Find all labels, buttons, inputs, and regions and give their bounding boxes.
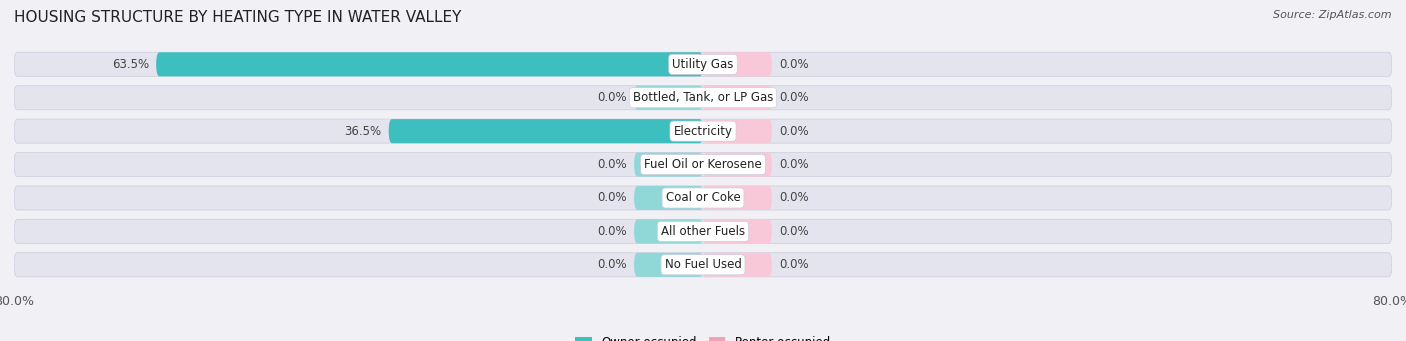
FancyBboxPatch shape xyxy=(703,152,772,177)
FancyBboxPatch shape xyxy=(703,52,772,76)
FancyBboxPatch shape xyxy=(14,186,1392,210)
FancyBboxPatch shape xyxy=(388,119,703,143)
FancyBboxPatch shape xyxy=(703,186,772,210)
FancyBboxPatch shape xyxy=(634,152,703,177)
Text: Bottled, Tank, or LP Gas: Bottled, Tank, or LP Gas xyxy=(633,91,773,104)
Text: 0.0%: 0.0% xyxy=(779,158,808,171)
Text: 63.5%: 63.5% xyxy=(112,58,149,71)
FancyBboxPatch shape xyxy=(14,119,1392,143)
Text: 0.0%: 0.0% xyxy=(598,91,627,104)
Text: Utility Gas: Utility Gas xyxy=(672,58,734,71)
Text: 0.0%: 0.0% xyxy=(779,258,808,271)
Text: 0.0%: 0.0% xyxy=(598,191,627,205)
Text: Electricity: Electricity xyxy=(673,125,733,138)
Text: 0.0%: 0.0% xyxy=(779,191,808,205)
FancyBboxPatch shape xyxy=(14,253,1392,277)
Text: 0.0%: 0.0% xyxy=(779,125,808,138)
Text: 0.0%: 0.0% xyxy=(598,225,627,238)
FancyBboxPatch shape xyxy=(14,219,1392,243)
FancyBboxPatch shape xyxy=(703,253,772,277)
FancyBboxPatch shape xyxy=(14,52,1392,76)
FancyBboxPatch shape xyxy=(703,119,772,143)
Text: HOUSING STRUCTURE BY HEATING TYPE IN WATER VALLEY: HOUSING STRUCTURE BY HEATING TYPE IN WAT… xyxy=(14,10,461,25)
FancyBboxPatch shape xyxy=(156,52,703,76)
Text: Source: ZipAtlas.com: Source: ZipAtlas.com xyxy=(1274,10,1392,20)
Text: 0.0%: 0.0% xyxy=(779,91,808,104)
Text: 0.0%: 0.0% xyxy=(779,58,808,71)
Text: 0.0%: 0.0% xyxy=(598,158,627,171)
FancyBboxPatch shape xyxy=(634,86,703,110)
FancyBboxPatch shape xyxy=(634,219,703,243)
Legend: Owner-occupied, Renter-occupied: Owner-occupied, Renter-occupied xyxy=(571,331,835,341)
FancyBboxPatch shape xyxy=(14,152,1392,177)
Text: Coal or Coke: Coal or Coke xyxy=(665,191,741,205)
Text: 0.0%: 0.0% xyxy=(779,225,808,238)
FancyBboxPatch shape xyxy=(634,253,703,277)
FancyBboxPatch shape xyxy=(14,86,1392,110)
Text: 36.5%: 36.5% xyxy=(344,125,382,138)
Text: 0.0%: 0.0% xyxy=(598,258,627,271)
FancyBboxPatch shape xyxy=(634,186,703,210)
Text: Fuel Oil or Kerosene: Fuel Oil or Kerosene xyxy=(644,158,762,171)
FancyBboxPatch shape xyxy=(703,86,772,110)
Text: All other Fuels: All other Fuels xyxy=(661,225,745,238)
Text: No Fuel Used: No Fuel Used xyxy=(665,258,741,271)
FancyBboxPatch shape xyxy=(703,219,772,243)
